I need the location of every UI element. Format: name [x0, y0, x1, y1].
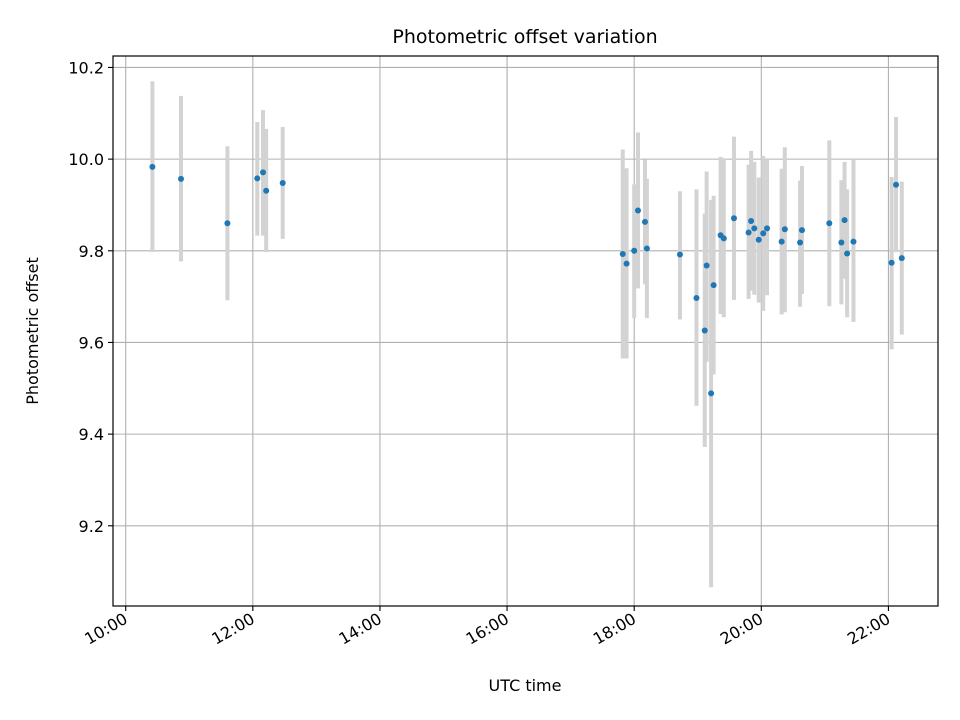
data-point — [798, 227, 805, 234]
data-point — [178, 175, 185, 182]
data-point — [850, 238, 857, 245]
y-tick-label: 10.0 — [68, 150, 104, 169]
data-point — [149, 163, 156, 170]
data-point — [263, 187, 270, 194]
data-point — [888, 259, 895, 266]
data-point — [641, 218, 648, 225]
data-point — [797, 239, 804, 246]
data-point — [778, 238, 785, 245]
data-point — [893, 181, 900, 188]
data-point — [708, 390, 715, 397]
data-point — [755, 236, 762, 243]
y-axis: 9.2 9.4 9.6 9.8 10.0 10.2 — [68, 58, 113, 536]
data-point — [760, 230, 767, 237]
data-point — [619, 251, 626, 257]
data-point — [730, 215, 737, 222]
data-point — [254, 175, 261, 182]
data-point — [260, 169, 266, 176]
data-point — [643, 245, 650, 252]
data-point — [720, 235, 727, 242]
data-point — [838, 239, 845, 246]
data-point — [748, 218, 755, 224]
grid — [113, 56, 938, 606]
chart-title: Photometric offset variation — [392, 26, 657, 48]
data-point — [676, 251, 683, 258]
data-point — [710, 282, 717, 289]
data-point — [224, 220, 231, 227]
plot-frame — [112, 55, 939, 607]
y-tick-label: 10.2 — [68, 58, 104, 77]
data-point — [764, 225, 771, 232]
data-point — [703, 262, 710, 269]
data-point — [623, 260, 630, 267]
data-point — [844, 250, 851, 257]
data-point — [693, 295, 700, 301]
y-tick-label: 9.4 — [79, 425, 104, 444]
data-points — [149, 163, 905, 397]
data-point — [841, 217, 848, 224]
y-tick-label: 9.8 — [79, 242, 104, 261]
x-axis-label: UTC time — [489, 676, 562, 695]
data-point — [898, 255, 905, 262]
data-point — [826, 220, 833, 227]
data-point — [751, 225, 758, 232]
data-point — [631, 247, 638, 254]
data-point — [745, 229, 752, 236]
data-point — [635, 207, 641, 214]
data-point — [781, 226, 788, 233]
y-tick-label: 9.2 — [79, 517, 104, 536]
y-tick-label: 9.6 — [79, 333, 104, 352]
y-axis-label: Photometric offset — [23, 257, 42, 405]
data-point — [279, 179, 286, 186]
data-point — [701, 327, 708, 334]
